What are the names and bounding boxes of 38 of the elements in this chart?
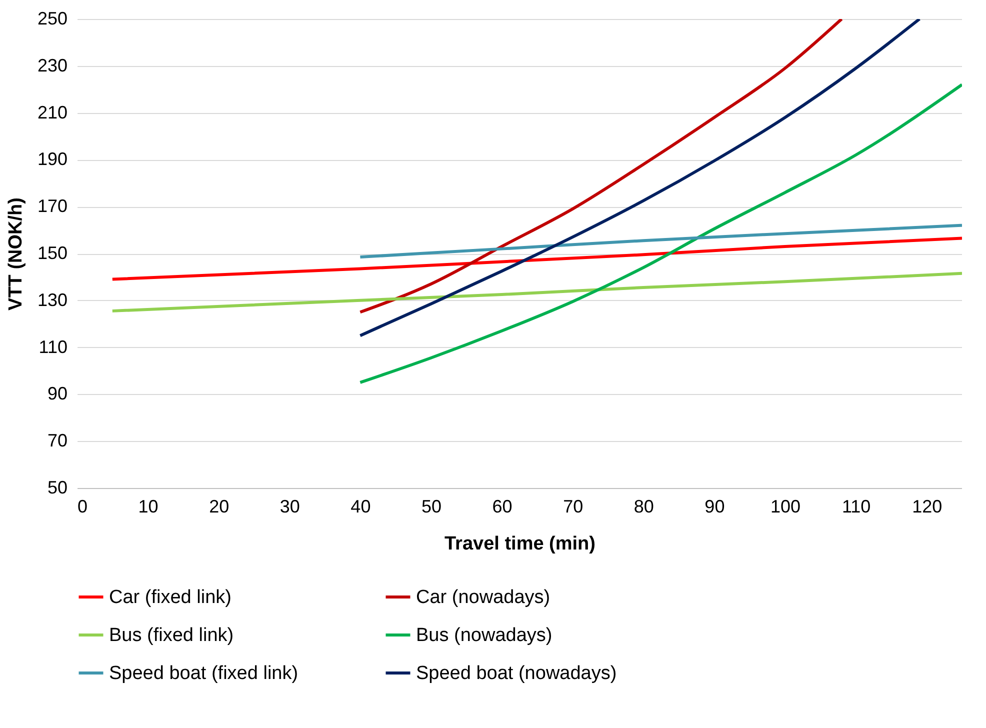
- legend-label: Speed boat (fixed link): [109, 663, 298, 684]
- x-tick-label: 60: [492, 496, 512, 516]
- y-tick-label: 250: [37, 8, 68, 28]
- line-series: [358, 224, 962, 259]
- x-axis-title: Travel time (min): [444, 534, 596, 554]
- x-tick-label: 120: [912, 496, 942, 516]
- x-tick-label: 40: [350, 496, 371, 516]
- legend-label: Bus (fixed link): [109, 625, 234, 646]
- y-tick-label: 70: [47, 430, 68, 451]
- line-series: [110, 236, 962, 281]
- y-tick-label: 50: [47, 478, 68, 498]
- legend-label: Car (fixed link): [109, 587, 232, 608]
- line-series: [358, 83, 962, 384]
- line-series: [358, 19, 922, 338]
- x-tick-label: 100: [770, 496, 801, 516]
- legend-label: Car (nowadays): [416, 587, 550, 608]
- y-tick-label: 110: [38, 336, 68, 357]
- x-tick-label: 50: [421, 496, 442, 516]
- y-tick-label: 190: [37, 149, 68, 170]
- x-tick-label: 90: [704, 496, 725, 516]
- x-tick-label: 0: [78, 496, 88, 516]
- legend-label: Bus (nowadays): [416, 625, 552, 646]
- y-axis-title: VTT (NOK/h): [5, 198, 26, 310]
- x-tick-label: 80: [634, 496, 654, 516]
- x-tick-label: 10: [138, 496, 158, 516]
- y-tick-label: 150: [37, 243, 68, 263]
- y-tick-label: 210: [37, 102, 68, 122]
- y-tick-label: 130: [37, 290, 68, 310]
- line-series: [110, 272, 962, 312]
- y-tick-label: 230: [37, 55, 68, 76]
- x-tick-label: 70: [563, 496, 584, 516]
- x-tick-label: 30: [280, 496, 300, 516]
- x-tick-label: 110: [842, 496, 871, 516]
- legend-label: Speed boat (nowadays): [416, 663, 617, 684]
- x-tick-label: 20: [209, 496, 230, 516]
- line-series: [358, 19, 844, 314]
- y-tick-label: 90: [47, 384, 68, 404]
- y-tick-label: 170: [37, 196, 68, 216]
